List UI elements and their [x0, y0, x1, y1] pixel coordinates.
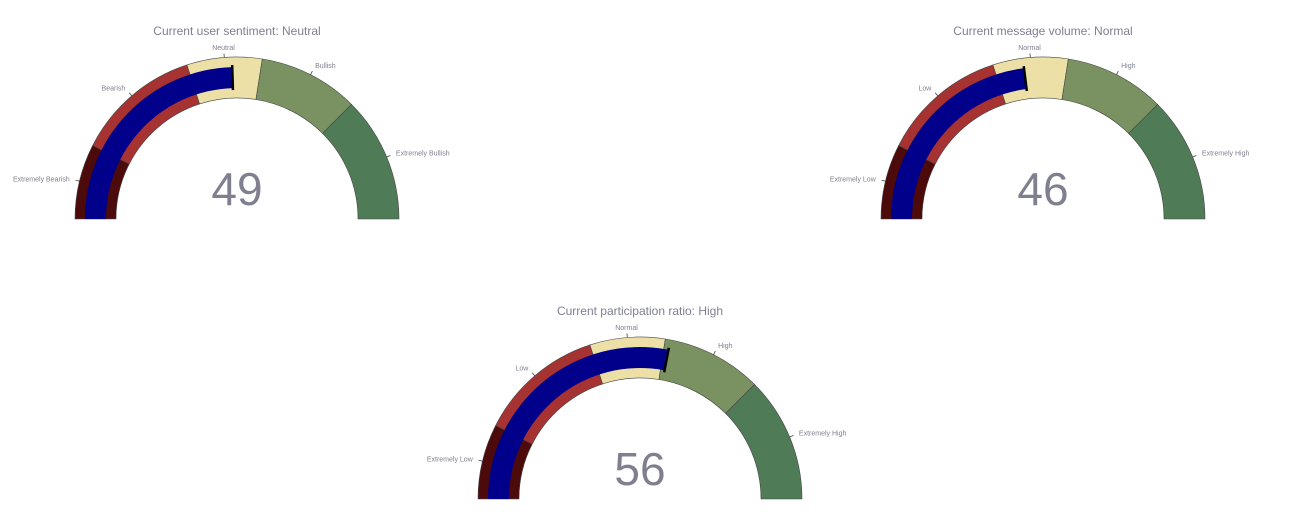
gauge-tick-label: Bullish: [315, 63, 336, 70]
gauge-value-bar: [488, 347, 669, 499]
gauge-tick: [789, 435, 794, 438]
gauge-tick-label: High: [718, 343, 733, 350]
gauge-value-bar: [85, 67, 233, 219]
gauge-title: Current message volume: Normal: [953, 24, 1132, 38]
gauge-tick-label: Extremely Bullish: [396, 151, 450, 158]
gauge-threshold-marker: [662, 347, 671, 373]
gauge-tick-label: Low: [515, 366, 529, 373]
gauge-tick-label: Low: [918, 86, 932, 93]
gauge-tick: [386, 155, 391, 158]
gauge-tick: [478, 459, 483, 462]
gauge-tick: [310, 70, 313, 75]
gauge-tick-label: Extremely Low: [830, 176, 877, 183]
gauge-tick-label: Normal: [615, 325, 638, 332]
gauge-tick-label: Extremely Bearish: [13, 176, 70, 183]
gauge-tick: [531, 372, 536, 377]
gauge-tick: [128, 92, 133, 97]
gauge-tick-label: Extremely Low: [427, 456, 474, 463]
gauge-tick-label: Bearish: [102, 86, 126, 93]
gauge-value-number: 56: [614, 443, 665, 495]
gauge-tick: [75, 179, 80, 182]
gauge-tick: [713, 350, 716, 355]
gauge-threshold-marker: [1022, 66, 1029, 92]
gauge-tick: [934, 92, 939, 97]
gauge-tick-label: Extremely High: [799, 431, 847, 438]
gauge-tick: [881, 179, 886, 182]
gauge-value-bar: [891, 68, 1027, 219]
gauge-tick: [1116, 70, 1119, 75]
gauge-band-extremely-bullish: [322, 104, 400, 220]
gauge-tick-label: Neutral: [212, 45, 235, 52]
gauge-tick: [1192, 155, 1197, 158]
gauge-participation-ratio: Current participation ratio: High Extreme…: [427, 304, 847, 500]
gauge-value-number: 46: [1017, 163, 1068, 215]
gauge-threshold-marker: [230, 65, 235, 91]
gauge-tick-label: High: [1121, 63, 1136, 70]
gauge-tick-label: Extremely High: [1202, 151, 1250, 158]
gauge-title: Current participation ratio: High: [557, 304, 723, 318]
gauge-band-extremely-high: [725, 384, 803, 500]
gauge-band-extremely-high: [1128, 104, 1206, 220]
gauge-message-volume: Current message volume: Normal Extremely …: [830, 24, 1250, 220]
gauge-title: Current user sentiment: Neutral: [153, 24, 320, 38]
gauge-user-sentiment: Current user sentiment: Neutral Extremely…: [13, 24, 450, 220]
gauge-tick-label: Normal: [1018, 45, 1041, 52]
gauge-value-number: 49: [211, 163, 262, 215]
